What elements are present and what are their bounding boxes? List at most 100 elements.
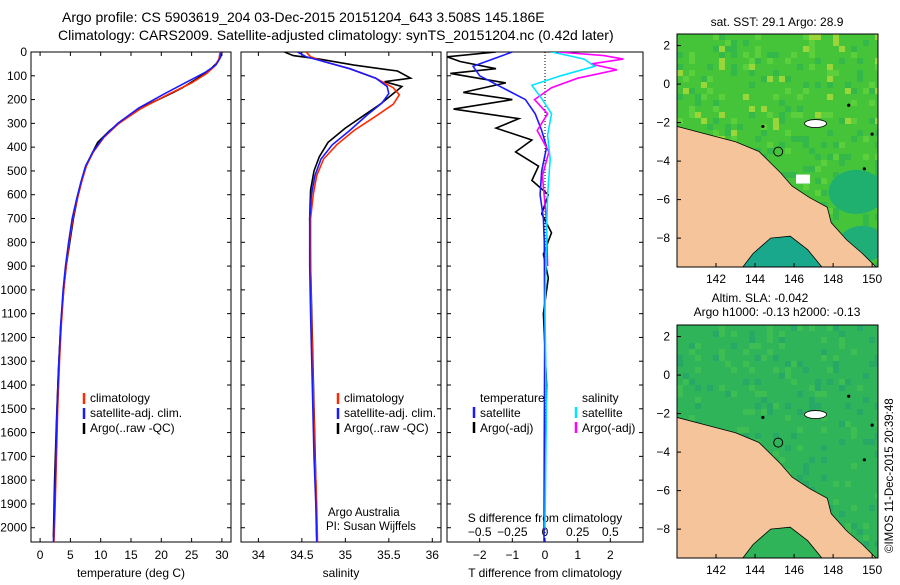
lon-tick-label: 144 [745, 563, 765, 577]
sea-pixel [797, 427, 803, 433]
x-axis-label: salinity [323, 566, 360, 580]
sea-pixel [845, 88, 851, 94]
sea-pixel [743, 40, 749, 46]
sea-pixel [731, 130, 737, 136]
sea-pixel [689, 52, 695, 58]
sea-pixel [827, 130, 833, 136]
sea-pixel [695, 94, 701, 100]
depth-tick-label: 1300 [0, 354, 27, 368]
sea-pixel [791, 433, 797, 439]
sea-pixel [797, 94, 803, 100]
sea-pixel [725, 46, 731, 52]
sea-pixel [695, 403, 701, 409]
sea-pixel [791, 112, 797, 118]
sea-pixel [791, 379, 797, 385]
depth-tick-label: 1900 [0, 497, 27, 511]
sea-pixel [767, 403, 773, 409]
sea-pixel [797, 361, 803, 367]
sea-pixel [857, 325, 863, 331]
sea-pixel [833, 361, 839, 367]
lon-tick-label: 142 [706, 563, 726, 577]
sea-pixel [875, 541, 878, 547]
sea-pixel [749, 337, 755, 343]
sea-pixel [863, 214, 869, 220]
x-tick-label: 34.5 [290, 548, 314, 562]
sea-pixel [785, 367, 791, 373]
sea-pixel [833, 481, 839, 487]
sea-pixel [851, 349, 857, 355]
sea-pixel [851, 463, 857, 469]
profile-lines [52, 52, 223, 542]
sea-pixel [851, 88, 857, 94]
lat-tick-label: −4 [656, 445, 670, 459]
sea-pixel [845, 523, 851, 529]
sea-pixel [875, 118, 878, 124]
sea-pixel [845, 118, 851, 124]
sea-pixel [791, 52, 797, 58]
sea-pixel [761, 397, 767, 403]
x-tick-label: 36 [426, 548, 440, 562]
sea-pixel [869, 439, 875, 445]
sea-pixel [677, 64, 683, 70]
sea-pixel [761, 76, 767, 82]
sea-pixel [875, 433, 878, 439]
sea-pixel [869, 82, 875, 88]
sea-pixel [743, 64, 749, 70]
argo-position-marker [773, 146, 784, 157]
sea-pixel [833, 154, 839, 160]
sea-pixel [719, 112, 725, 118]
sea-pixel [869, 100, 875, 106]
sea-pixel [695, 112, 701, 118]
sea-pixel [785, 130, 791, 136]
sea-pixel [845, 403, 851, 409]
sea-pixel [809, 34, 815, 40]
sea-pixel [689, 88, 695, 94]
sea-pixel [833, 172, 839, 178]
manus-island [804, 119, 827, 128]
lat-tick-label: −2 [656, 116, 670, 130]
depth-tick-label: 600 [7, 188, 27, 202]
sea-pixel [683, 379, 689, 385]
sea-pixel [851, 523, 857, 529]
sea-pixel [779, 343, 785, 349]
sea-pixel [749, 343, 755, 349]
sea-pixel [821, 160, 827, 166]
x-tick-label: 15 [124, 548, 138, 562]
sea-pixel [791, 325, 797, 331]
sea-pixel [719, 64, 725, 70]
sea-pixel [773, 355, 779, 361]
sea-pixel [851, 433, 857, 439]
land-mass [677, 416, 877, 558]
sea-pixel [875, 34, 878, 40]
sea-pixel [803, 166, 809, 172]
small-island [761, 415, 765, 420]
small-island [862, 458, 866, 462]
depth-tick-label: 900 [7, 259, 27, 273]
difference-panel: −2 −1 0 1 2 −0.5 −0.25 0 0.25 0.5 T difference fro… [446, 51, 644, 580]
sea-pixel [713, 331, 719, 337]
sea-pixel [785, 58, 791, 64]
sea-pixel [851, 505, 857, 511]
sea-pixel [731, 40, 737, 46]
sea-pixel [713, 106, 719, 112]
sea-pixel [875, 214, 878, 220]
sea-pixel [863, 541, 869, 547]
sea-pixel [875, 421, 878, 427]
sea-pixel [749, 385, 755, 391]
x2-tick-label: −0.25 [497, 525, 528, 539]
sea-pixel [761, 130, 767, 136]
sea-pixel [755, 403, 761, 409]
depth-tick-label: 1600 [0, 426, 27, 440]
sea-pixel [767, 337, 773, 343]
sea-pixel [761, 409, 767, 415]
x-tick-label: 35 [339, 548, 353, 562]
sea-pixel [677, 118, 683, 124]
sea-pixel [863, 136, 869, 142]
sea-pixel [773, 451, 779, 457]
x-tick-label: 10 [94, 548, 108, 562]
header-line-1: Argo profile: CS 5903619_204 03-Dec-2015… [62, 9, 545, 25]
sea-pixel [797, 391, 803, 397]
sea-pixel [767, 112, 773, 118]
sea-pixel [785, 148, 791, 154]
